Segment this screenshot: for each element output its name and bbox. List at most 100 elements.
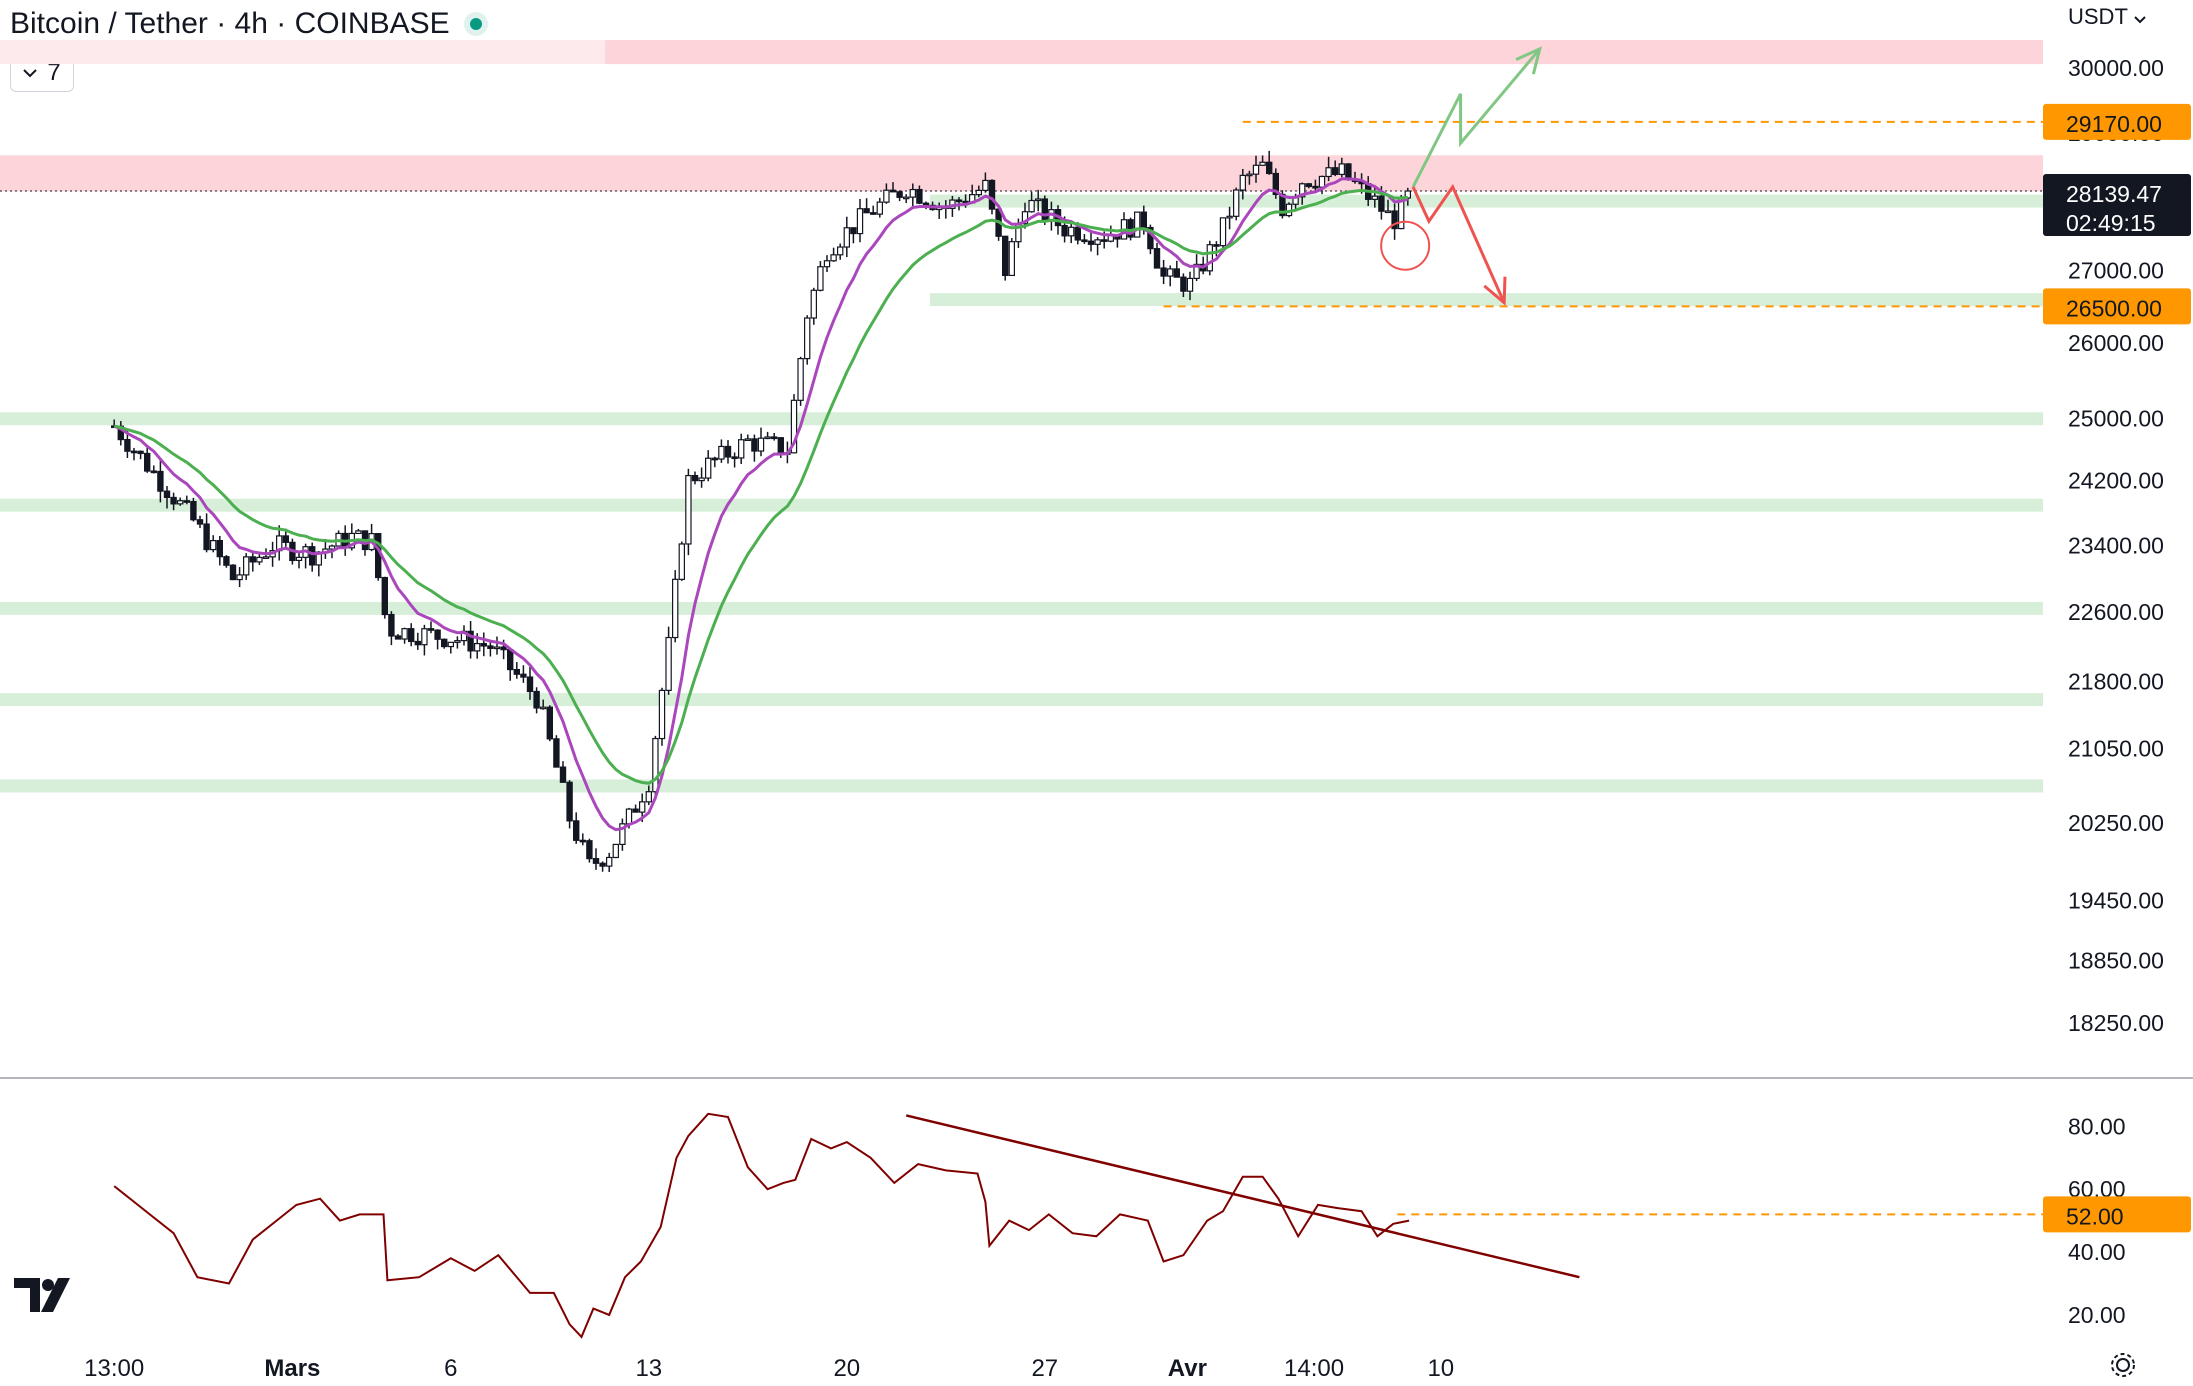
price-tick-label: 25000.00 [2068,405,2164,431]
candle-body [817,266,824,291]
candle-body [876,201,884,215]
candle-body [764,436,771,440]
candle-body [196,519,204,525]
down-arrow-head [1483,276,1507,306]
up-arrow-head [1515,46,1543,75]
price-axis[interactable]: 30000.0029000.0027000.0026000.0025000.00… [2043,55,2191,1328]
candle-body [1021,211,1029,225]
rsi-trendline[interactable] [905,1114,1580,1279]
candle-body [975,189,983,196]
candle-body [295,556,303,562]
currency-selector[interactable]: USDT [2068,4,2146,30]
candle-body [480,642,488,647]
candle-body [1173,268,1180,278]
rsi-level-text: 52.00 [2066,1203,2124,1229]
price-tick-label: 23400.00 [2068,532,2164,558]
candle-body [163,490,171,499]
horizontal-levels [0,120,2043,308]
candle-body [454,640,461,643]
candle-body [355,530,362,535]
candle-body [830,254,837,262]
price-tick-label: 20250.00 [2068,810,2164,836]
resistance-zone [0,155,2043,192]
candle-body [401,628,408,640]
candle-body [414,640,422,646]
time-axis[interactable]: 13:00 Mars 6 13 20 27 Avr 14:00 10 [84,1355,1454,1382]
symbol-title[interactable]: Bitcoin / Tether · 4h · COINBASE [10,7,450,40]
candle-body [889,189,897,193]
candle-body [309,546,316,566]
candle-body [869,212,877,215]
time-tick-label: 6 [444,1355,457,1382]
candle-body [751,438,758,452]
candle-body [586,840,593,860]
wick-highlight-circle[interactable] [1380,220,1431,271]
price-tick-label: 21800.00 [2068,668,2164,694]
candle-body [632,808,639,813]
candle-body [645,791,653,803]
rsi-line [113,1112,1410,1339]
candle-body [1305,183,1312,188]
candle-body [1252,164,1260,175]
candle-body [1127,219,1134,238]
candle-body [1166,268,1174,277]
candle-body [863,208,870,214]
price-tick-label: 27000.00 [2068,257,2164,283]
candle-body [1213,244,1220,247]
candle-body [724,445,732,458]
candle-body [282,535,290,543]
candle-body [592,858,600,864]
candle-body [487,645,494,649]
resistance-zone-faded [0,40,605,65]
drawings [1380,46,1543,306]
candle-body [177,500,184,505]
candle-body [638,801,646,813]
candle-body [243,556,250,576]
candle-body [500,646,507,651]
candle-body [474,642,481,652]
candle-body [394,635,402,640]
down-scenario-arrow[interactable] [1411,183,1506,304]
candle-body [790,399,798,454]
candle-body [408,628,415,643]
support-zone [0,498,2043,512]
candle-body [507,649,514,671]
gear-icon[interactable] [2108,1350,2138,1380]
candle-body [671,578,679,639]
rsi-level-badge [2043,1196,2191,1233]
candle-body [678,543,686,580]
candle-body [262,556,270,559]
candle-body [1100,239,1108,242]
candle-body [210,539,217,551]
candle-body [909,188,917,198]
rsi-tick-label: 20.00 [2068,1302,2126,1328]
resistance-zone [605,40,2043,65]
candle-body [1087,240,1095,245]
candle-body [190,500,197,521]
candle-body [1061,224,1068,237]
candle-body [803,317,811,360]
candle-body [381,576,389,616]
candle-body [539,706,547,710]
support-zone [0,779,2043,793]
last-price-badge [2043,174,2191,237]
rsi-tick-label: 80.00 [2068,1113,2126,1139]
candle-body [1067,226,1075,237]
candle-body [850,227,857,235]
candle-body [698,477,705,482]
candle-body [1133,211,1141,238]
candle-body [157,470,164,492]
last-price-text: 02:49:15 [2066,210,2156,236]
candle-body [810,289,818,319]
candle-body [1034,198,1042,202]
candle-body [1186,277,1194,292]
price-zones [0,40,2044,793]
candle-body [1338,163,1345,176]
candle-body [744,438,752,442]
candle-body [566,781,573,822]
chevron-down-icon [2133,16,2146,24]
level-price-badge [2043,103,2191,140]
up-scenario-arrow[interactable] [1411,47,1541,188]
tradingview-logo-icon [14,1278,70,1312]
